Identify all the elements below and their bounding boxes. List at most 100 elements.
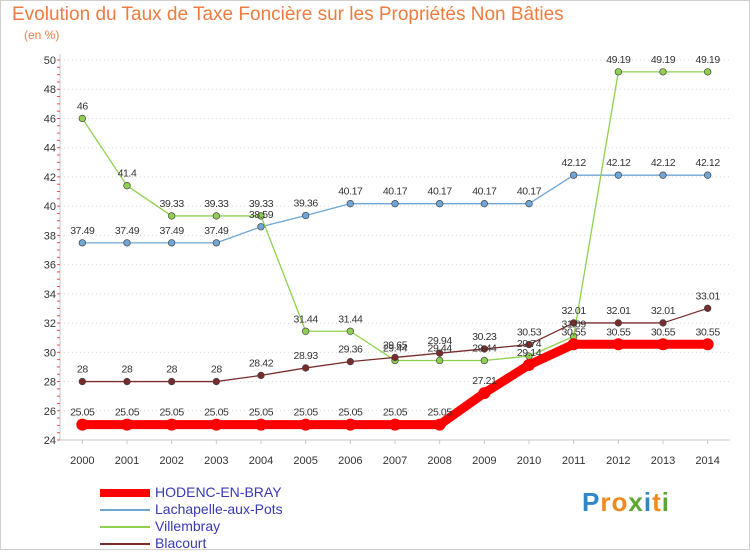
data-point [704, 171, 712, 179]
proxiti-logo: Proxiti [582, 487, 670, 518]
data-point [299, 418, 312, 431]
data-point [257, 371, 265, 380]
data-point [168, 212, 176, 220]
data-point [346, 200, 354, 208]
data-label: 41.4 [118, 168, 137, 180]
data-label: 32.01 [562, 305, 587, 317]
legend-item-blacourt: Blacourt [100, 535, 360, 552]
data-point [212, 239, 220, 247]
data-label: 29.44 [472, 342, 497, 354]
data-label: 29.65 [383, 339, 408, 351]
data-point [389, 418, 401, 431]
logo-letter: i [643, 487, 653, 517]
x-tick-label: 2003 [204, 455, 228, 467]
data-point [210, 418, 223, 431]
legend-item-villembray: Villembray [100, 518, 360, 535]
y-tick-label: 28 [44, 377, 56, 389]
data-point [523, 358, 535, 371]
data-label: 39.36 [294, 198, 319, 210]
x-tick-label: 2004 [249, 455, 273, 467]
x-tick-label: 2000 [70, 455, 94, 467]
data-label: 25.05 [70, 407, 95, 419]
data-label: 28 [77, 364, 88, 376]
data-label: 29.94 [428, 335, 453, 347]
data-label: 39.33 [204, 198, 229, 210]
y-tick-label: 46 [44, 113, 56, 125]
data-point [436, 356, 444, 365]
data-label: 28.42 [249, 357, 274, 369]
y-tick-label: 50 [44, 55, 56, 67]
data-label: 37.49 [204, 225, 229, 237]
data-label: 37.49 [160, 225, 185, 237]
data-point [212, 377, 220, 386]
data-point [480, 356, 488, 365]
data-point [302, 364, 310, 372]
x-tick-label: 2008 [427, 455, 451, 467]
legend-label: Villembray [155, 518, 221, 534]
data-point [433, 418, 446, 431]
logo-letter: r [600, 487, 612, 517]
data-label: 31.09 [562, 318, 587, 330]
data-label: 29.36 [338, 344, 363, 356]
data-point [346, 327, 354, 335]
data-point [344, 418, 357, 431]
data-label: 49.19 [651, 54, 676, 66]
data-point [165, 418, 178, 431]
data-label: 28 [122, 364, 133, 376]
data-point [168, 377, 176, 386]
data-point [78, 114, 86, 123]
y-tick-label: 34 [44, 289, 56, 301]
data-point [257, 212, 265, 220]
data-label: 40.17 [428, 186, 453, 198]
data-label: 29.74 [517, 338, 542, 350]
data-label: 30.55 [696, 326, 721, 338]
data-label: 25.05 [249, 407, 274, 419]
data-label: 32.01 [651, 305, 676, 317]
data-point [701, 338, 714, 351]
data-label: 37.49 [115, 225, 140, 237]
data-label: 39.33 [249, 198, 274, 210]
x-tick-label: 2006 [338, 455, 362, 467]
x-tick-label: 2011 [562, 455, 586, 467]
y-tick-label: 42 [44, 172, 56, 184]
data-label: 42.12 [606, 157, 631, 169]
data-point [436, 200, 444, 208]
data-label: 29.44 [383, 342, 408, 354]
y-axis-unit: (en %) [24, 28, 60, 42]
legend-label: HODENC-EN-BRAY [155, 484, 282, 500]
data-point [659, 319, 667, 327]
x-tick-label: 2013 [651, 455, 675, 467]
data-label: 40.17 [472, 186, 497, 198]
y-tick-label: 40 [44, 201, 56, 213]
data-point [121, 418, 133, 431]
x-tick-label: 2001 [115, 455, 139, 467]
legend-swatch-blacourt [100, 543, 150, 545]
x-tick-label: 2009 [472, 455, 496, 467]
y-tick-label: 36 [44, 260, 56, 272]
data-point [570, 319, 578, 327]
data-label: 40.17 [517, 186, 542, 198]
data-label: 33.01 [696, 290, 721, 302]
logo-letter: i [661, 487, 670, 517]
data-point [168, 239, 176, 247]
data-label: 30.55 [562, 326, 587, 338]
data-point [257, 223, 265, 231]
data-point [525, 200, 533, 208]
data-label: 30.55 [651, 326, 676, 338]
data-point [659, 171, 667, 179]
data-label: 46 [77, 100, 88, 112]
data-point [570, 171, 578, 179]
data-label: 30.53 [517, 327, 542, 339]
data-point [302, 211, 310, 220]
chart-title: Evolution du Taux de Taxe Foncière sur l… [12, 4, 564, 25]
data-label: 40.17 [338, 186, 363, 198]
data-point [78, 239, 86, 247]
data-label: 49.19 [696, 54, 721, 66]
x-tick-label: 2007 [383, 455, 407, 467]
data-label: 37.49 [70, 225, 95, 237]
data-label: 42.12 [562, 157, 587, 169]
x-tick-label: 2002 [159, 455, 183, 467]
legend-label: Lachapelle-aux-Pots [155, 501, 283, 517]
